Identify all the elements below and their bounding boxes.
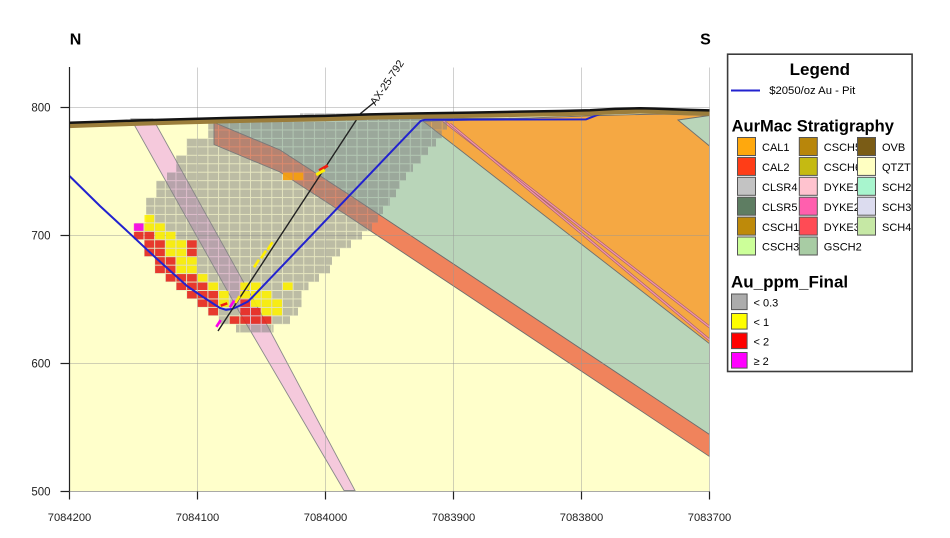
svg-text:7083900: 7083900	[432, 512, 476, 524]
svg-text:DYKE2: DYKE2	[824, 202, 860, 214]
svg-text:CAL2: CAL2	[762, 162, 790, 174]
svg-text:700: 700	[31, 231, 50, 243]
svg-text:CSCH5: CSCH5	[824, 142, 861, 154]
svg-text:SCH2: SCH2	[882, 182, 911, 194]
svg-text:OVB: OVB	[882, 142, 905, 154]
svg-text:SCH3: SCH3	[882, 202, 911, 214]
svg-text:500: 500	[31, 487, 50, 499]
svg-text:CLSR5: CLSR5	[762, 202, 797, 214]
svg-text:DYKE3: DYKE3	[824, 222, 860, 234]
svg-text:CLSR4: CLSR4	[762, 182, 797, 194]
svg-text:CSCH3: CSCH3	[762, 242, 799, 254]
svg-text:QTZT: QTZT	[882, 162, 911, 174]
svg-text:SCH4: SCH4	[882, 222, 911, 234]
svg-text:7083800: 7083800	[560, 512, 604, 524]
svg-text:N: N	[70, 31, 82, 48]
svg-text:< 2: < 2	[754, 336, 770, 348]
svg-text:Au_ppm_Final: Au_ppm_Final	[731, 273, 848, 292]
svg-text:< 1: < 1	[754, 317, 770, 329]
svg-text:GSCH2: GSCH2	[824, 242, 862, 254]
svg-text:CAL1: CAL1	[762, 142, 790, 154]
svg-text:≥ 2: ≥ 2	[754, 356, 769, 368]
svg-text:600: 600	[31, 359, 50, 371]
svg-text:7084100: 7084100	[176, 512, 220, 524]
svg-text:7083700: 7083700	[688, 512, 732, 524]
svg-text:7084000: 7084000	[304, 512, 348, 524]
svg-text:Legend: Legend	[790, 60, 850, 79]
svg-text:7084200: 7084200	[48, 512, 92, 524]
svg-text:< 0.3: < 0.3	[754, 297, 779, 309]
svg-text:S: S	[700, 31, 711, 48]
svg-text:$2050/oz Au - Pit: $2050/oz Au - Pit	[769, 85, 856, 97]
svg-text:DYKE1: DYKE1	[824, 182, 860, 194]
svg-text:CSCH1: CSCH1	[762, 222, 799, 234]
svg-text:AurMac Stratigraphy: AurMac Stratigraphy	[732, 117, 895, 135]
svg-text:800: 800	[31, 103, 50, 115]
svg-text:CSCH6: CSCH6	[824, 162, 861, 174]
